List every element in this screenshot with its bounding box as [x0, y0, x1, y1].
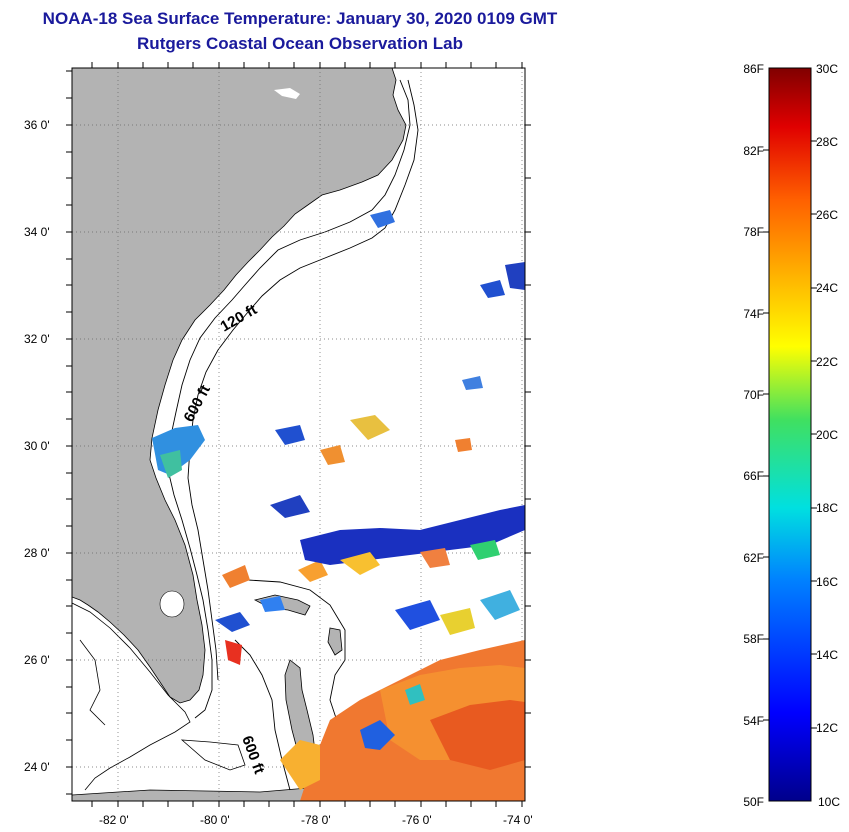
lon-label-74: -74 0'	[503, 813, 533, 827]
cb-c-12: 12C	[816, 721, 838, 735]
cb-f-54: 54F	[743, 714, 764, 728]
map-frame	[71, 67, 526, 802]
lon-label-76: -76 0'	[402, 813, 432, 827]
cb-c-28: 28C	[816, 135, 838, 149]
lon-label-78: -78 0'	[301, 813, 331, 827]
colorbar	[768, 67, 812, 802]
map-area: 120 ft 600 ft 600 ft	[72, 68, 525, 801]
cb-c-24: 24C	[816, 281, 838, 295]
cb-c-22: 22C	[816, 355, 838, 369]
lat-label-32: 32 0'	[24, 332, 50, 346]
lon-label-80: -80 0'	[200, 813, 230, 827]
cb-c-18: 18C	[816, 501, 838, 515]
lat-label-36: 36 0'	[24, 118, 50, 132]
cb-c-16: 16C	[816, 575, 838, 589]
cb-f-66: 66F	[743, 469, 764, 483]
lat-label-28: 28 0'	[24, 546, 50, 560]
lat-label-30: 30 0'	[24, 439, 50, 453]
isobath-600ft	[187, 79, 419, 681]
cb-f-82: 82F	[743, 144, 764, 158]
map-subtitle: Rutgers Coastal Ocean Observation Lab	[137, 34, 463, 53]
cb-f-62: 62F	[743, 551, 764, 565]
lat-label-26: 26 0'	[24, 653, 50, 667]
cb-c-26: 26C	[816, 208, 838, 222]
cb-c-20: 20C	[816, 428, 838, 442]
cb-f-74: 74F	[743, 307, 764, 321]
map-ticks	[66, 62, 531, 807]
cb-c-14: 14C	[816, 648, 838, 662]
cb-c-10: 10C	[818, 795, 840, 809]
cb-f-70: 70F	[743, 388, 764, 402]
us-mainland-land	[72, 68, 407, 704]
sst-patches	[152, 210, 525, 801]
cb-f-78: 78F	[743, 225, 764, 239]
map-title: NOAA-18 Sea Surface Temperature: January…	[42, 9, 558, 28]
cb-c-30: 30C	[816, 62, 838, 76]
lat-label-34: 34 0'	[24, 225, 50, 239]
lon-label-82: -82 0'	[99, 813, 129, 827]
lat-label-24: 24 0'	[24, 760, 50, 774]
cb-f-86: 86F	[743, 62, 764, 76]
isobath-120ft	[167, 79, 411, 719]
cb-f-58: 58F	[743, 632, 764, 646]
cb-f-50: 50F	[743, 795, 764, 809]
colorbar-ticks	[763, 140, 817, 729]
